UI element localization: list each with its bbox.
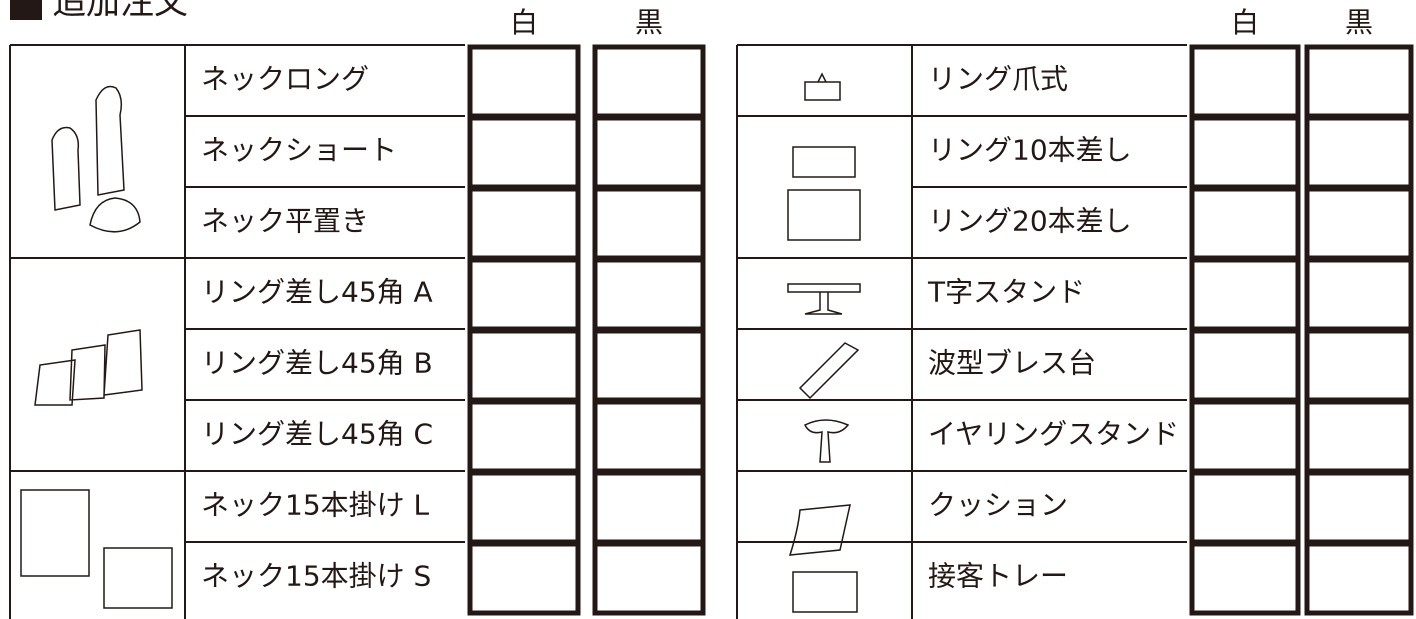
- item-name: リング爪式: [928, 63, 1068, 96]
- check-box: [592, 186, 706, 261]
- check-box: [1304, 541, 1414, 616]
- check-box: [1189, 541, 1301, 616]
- check-box: [467, 399, 581, 474]
- check-box: [1304, 44, 1414, 119]
- item-name: ネックロング: [201, 63, 369, 96]
- check-box: [1304, 328, 1414, 403]
- check-box: [1189, 328, 1301, 403]
- item-name: ネック15本掛け L: [201, 489, 430, 522]
- item-name: ネック平置き: [201, 205, 369, 238]
- check-box: [467, 328, 581, 403]
- column-header: 黒: [1345, 6, 1373, 39]
- check-box: [1304, 470, 1414, 545]
- check-box: [1189, 399, 1301, 474]
- column-header: 黒: [635, 6, 663, 39]
- check-box: [1304, 186, 1414, 261]
- check-box: [467, 541, 581, 616]
- check-box: [1189, 115, 1301, 190]
- check-box: [592, 399, 706, 474]
- item-name: ネックショート: [201, 134, 397, 167]
- item-name: イヤリングスタンド: [928, 418, 1179, 451]
- check-box: [1304, 257, 1414, 332]
- item-name: リング10本差し: [928, 134, 1132, 167]
- check-box: [592, 328, 706, 403]
- check-box: [1189, 186, 1301, 261]
- check-box: [592, 115, 706, 190]
- item-name: 波型ブレス台: [928, 347, 1096, 380]
- check-box: [592, 257, 706, 332]
- check-box: [592, 541, 706, 616]
- check-box: [592, 470, 706, 545]
- item-name: 接客トレー: [928, 560, 1068, 593]
- column-header: 白: [1231, 6, 1259, 39]
- check-box: [467, 257, 581, 332]
- item-name: リング差し45角 A: [201, 276, 433, 309]
- check-box: [467, 115, 581, 190]
- check-box: [1189, 44, 1301, 119]
- column-header: 白: [510, 6, 538, 39]
- item-name: リング差し45角 C: [201, 418, 433, 451]
- icons: [20, 72, 861, 613]
- check-box: [1189, 257, 1301, 332]
- check-box: [467, 470, 581, 545]
- item-name: ネック15本掛け S: [201, 560, 431, 593]
- title-mark: [10, 0, 42, 20]
- check-box: [1304, 115, 1414, 190]
- item-name: リング差し45角 B: [201, 347, 433, 380]
- check-box: [467, 44, 581, 119]
- item-name: リング20本差し: [928, 205, 1132, 238]
- check-box: [592, 44, 706, 119]
- check-box: [1304, 399, 1414, 474]
- title: 追加注文: [52, 0, 188, 23]
- check-box: [467, 186, 581, 261]
- check-box: [1189, 470, 1301, 545]
- item-name: クッション: [928, 489, 1068, 522]
- item-name: T字スタンド: [927, 276, 1085, 309]
